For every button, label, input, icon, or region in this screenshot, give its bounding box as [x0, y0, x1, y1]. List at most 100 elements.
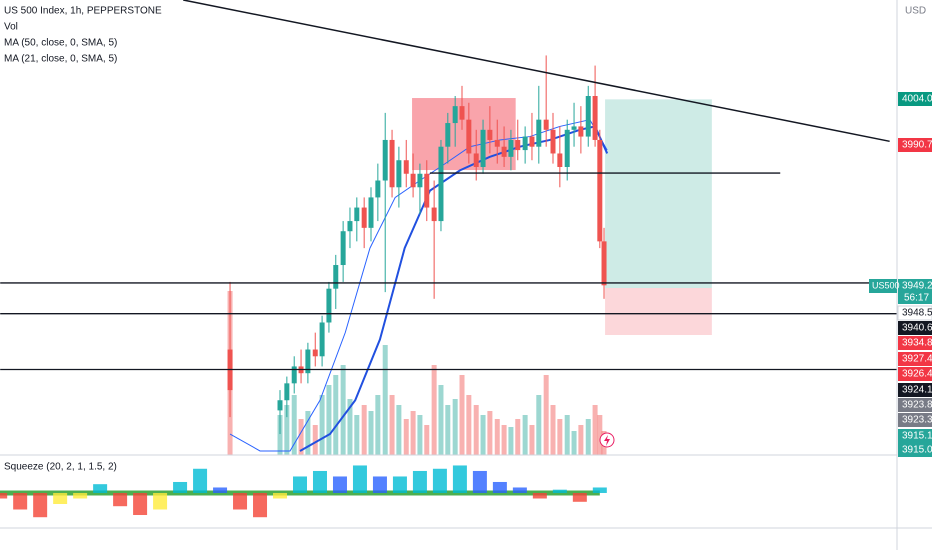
volume-bar: [501, 425, 507, 455]
price-tag-label: 3934.8: [902, 338, 932, 349]
price-tag-label: 3915.0: [902, 445, 932, 456]
volume-bar: [515, 419, 521, 455]
volume-bar: [578, 425, 584, 455]
volume-bar: [277, 415, 283, 455]
squeeze-bar: [312, 470, 327, 493]
volume-bar: [494, 419, 500, 455]
volume-bar: [389, 395, 395, 455]
volume-bar: [298, 419, 304, 455]
volume-bar: [361, 405, 367, 455]
volume-bar: [417, 415, 423, 455]
price-tag-label: 3990.7: [902, 140, 932, 151]
candle-body: [347, 221, 353, 232]
currency: USD: [905, 6, 926, 17]
squeeze-bar: [552, 489, 567, 493]
price-tag: [898, 367, 932, 381]
countdown-tag: [898, 292, 932, 304]
squeeze-bar: [572, 492, 587, 502]
volume-bar: [368, 411, 374, 455]
candle-body: [312, 349, 318, 357]
legend-entry: Vol: [4, 22, 18, 33]
countdown: 56:17: [904, 293, 929, 304]
candle-body: [305, 349, 311, 374]
price-tag: [897, 305, 932, 321]
candle-body: [424, 173, 430, 208]
price-tag: [898, 92, 932, 106]
target-box: [605, 99, 712, 289]
volume-bar: [382, 345, 388, 455]
squeeze-bar: [253, 492, 268, 518]
chart-title: US 500 Index, 1h, PEPPERSTONE: [4, 6, 162, 17]
volume-bar: [452, 399, 458, 455]
volume-bar: [487, 411, 493, 455]
price-tag-label: 3926.4: [902, 369, 932, 380]
volume-bar: [571, 431, 577, 455]
candle-body: [515, 139, 521, 151]
price-tag-label: 4004.0: [902, 94, 932, 105]
candle-body: [319, 322, 325, 357]
squeeze-bar: [173, 481, 188, 493]
squeeze-bar: [13, 492, 28, 510]
candle-body: [536, 119, 542, 147]
volume-bar: [284, 405, 290, 455]
candle-body: [487, 129, 493, 140]
price-tag-label: 3949.2: [902, 281, 932, 292]
price-tag: [898, 443, 932, 457]
candle-body: [585, 96, 591, 137]
squeeze-bar: [512, 487, 527, 493]
candle-body: [291, 366, 297, 384]
volume-bar: [536, 395, 542, 455]
volume-bar: [347, 399, 353, 455]
candle-body: [417, 173, 423, 188]
volume-bar: [424, 425, 430, 455]
symbol-tag: [869, 279, 897, 293]
price-tag: [898, 413, 932, 427]
candle-body: [361, 207, 367, 228]
volume-bar: [597, 415, 603, 455]
squeeze-bar: [532, 492, 547, 499]
volume-bar: [459, 375, 465, 455]
volume-bar: [431, 365, 437, 455]
candle-body: [333, 265, 339, 289]
candle-body: [354, 207, 360, 222]
candle-body: [529, 136, 535, 147]
candle-body: [340, 231, 346, 266]
volume-bar: [529, 425, 535, 455]
volume-bar: [473, 405, 479, 455]
candle-body: [508, 139, 514, 157]
event-icon-bolt: [604, 435, 610, 446]
volume-bar: [445, 405, 451, 455]
trend-line: [183, 0, 890, 143]
candle-body: [592, 96, 598, 140]
volume-bar: [410, 411, 416, 455]
price-tag: [898, 352, 932, 366]
candle-body: [564, 129, 570, 167]
squeeze-bar: [213, 487, 228, 493]
volume-bar: [340, 365, 346, 455]
candle-body: [368, 197, 374, 228]
candle-body: [543, 119, 549, 130]
price-tag: [898, 336, 932, 350]
volume-bar: [333, 375, 339, 455]
price-tag: [898, 429, 932, 443]
volume-bar: [396, 405, 402, 455]
squeeze-bar: [293, 476, 307, 493]
squeeze-bar: [273, 492, 288, 499]
volume-bar: [522, 415, 528, 455]
candle-body: [578, 126, 584, 137]
squeeze-bar: [432, 468, 447, 493]
squeeze-bar: [233, 492, 248, 510]
candle-body: [403, 160, 409, 174]
volume-bar: [305, 411, 311, 455]
candle-body: [466, 119, 472, 154]
squeeze-bar: [472, 470, 487, 493]
candle-body: [375, 180, 381, 198]
candle-body: [438, 146, 444, 222]
candle-body: [452, 106, 458, 124]
price-tag-label: 3948.5: [902, 308, 932, 319]
squeeze-bar: [0, 492, 8, 499]
symbol-tag-label: US500: [872, 280, 900, 290]
volume-bar: [326, 385, 332, 455]
volume-bar: [466, 395, 472, 455]
